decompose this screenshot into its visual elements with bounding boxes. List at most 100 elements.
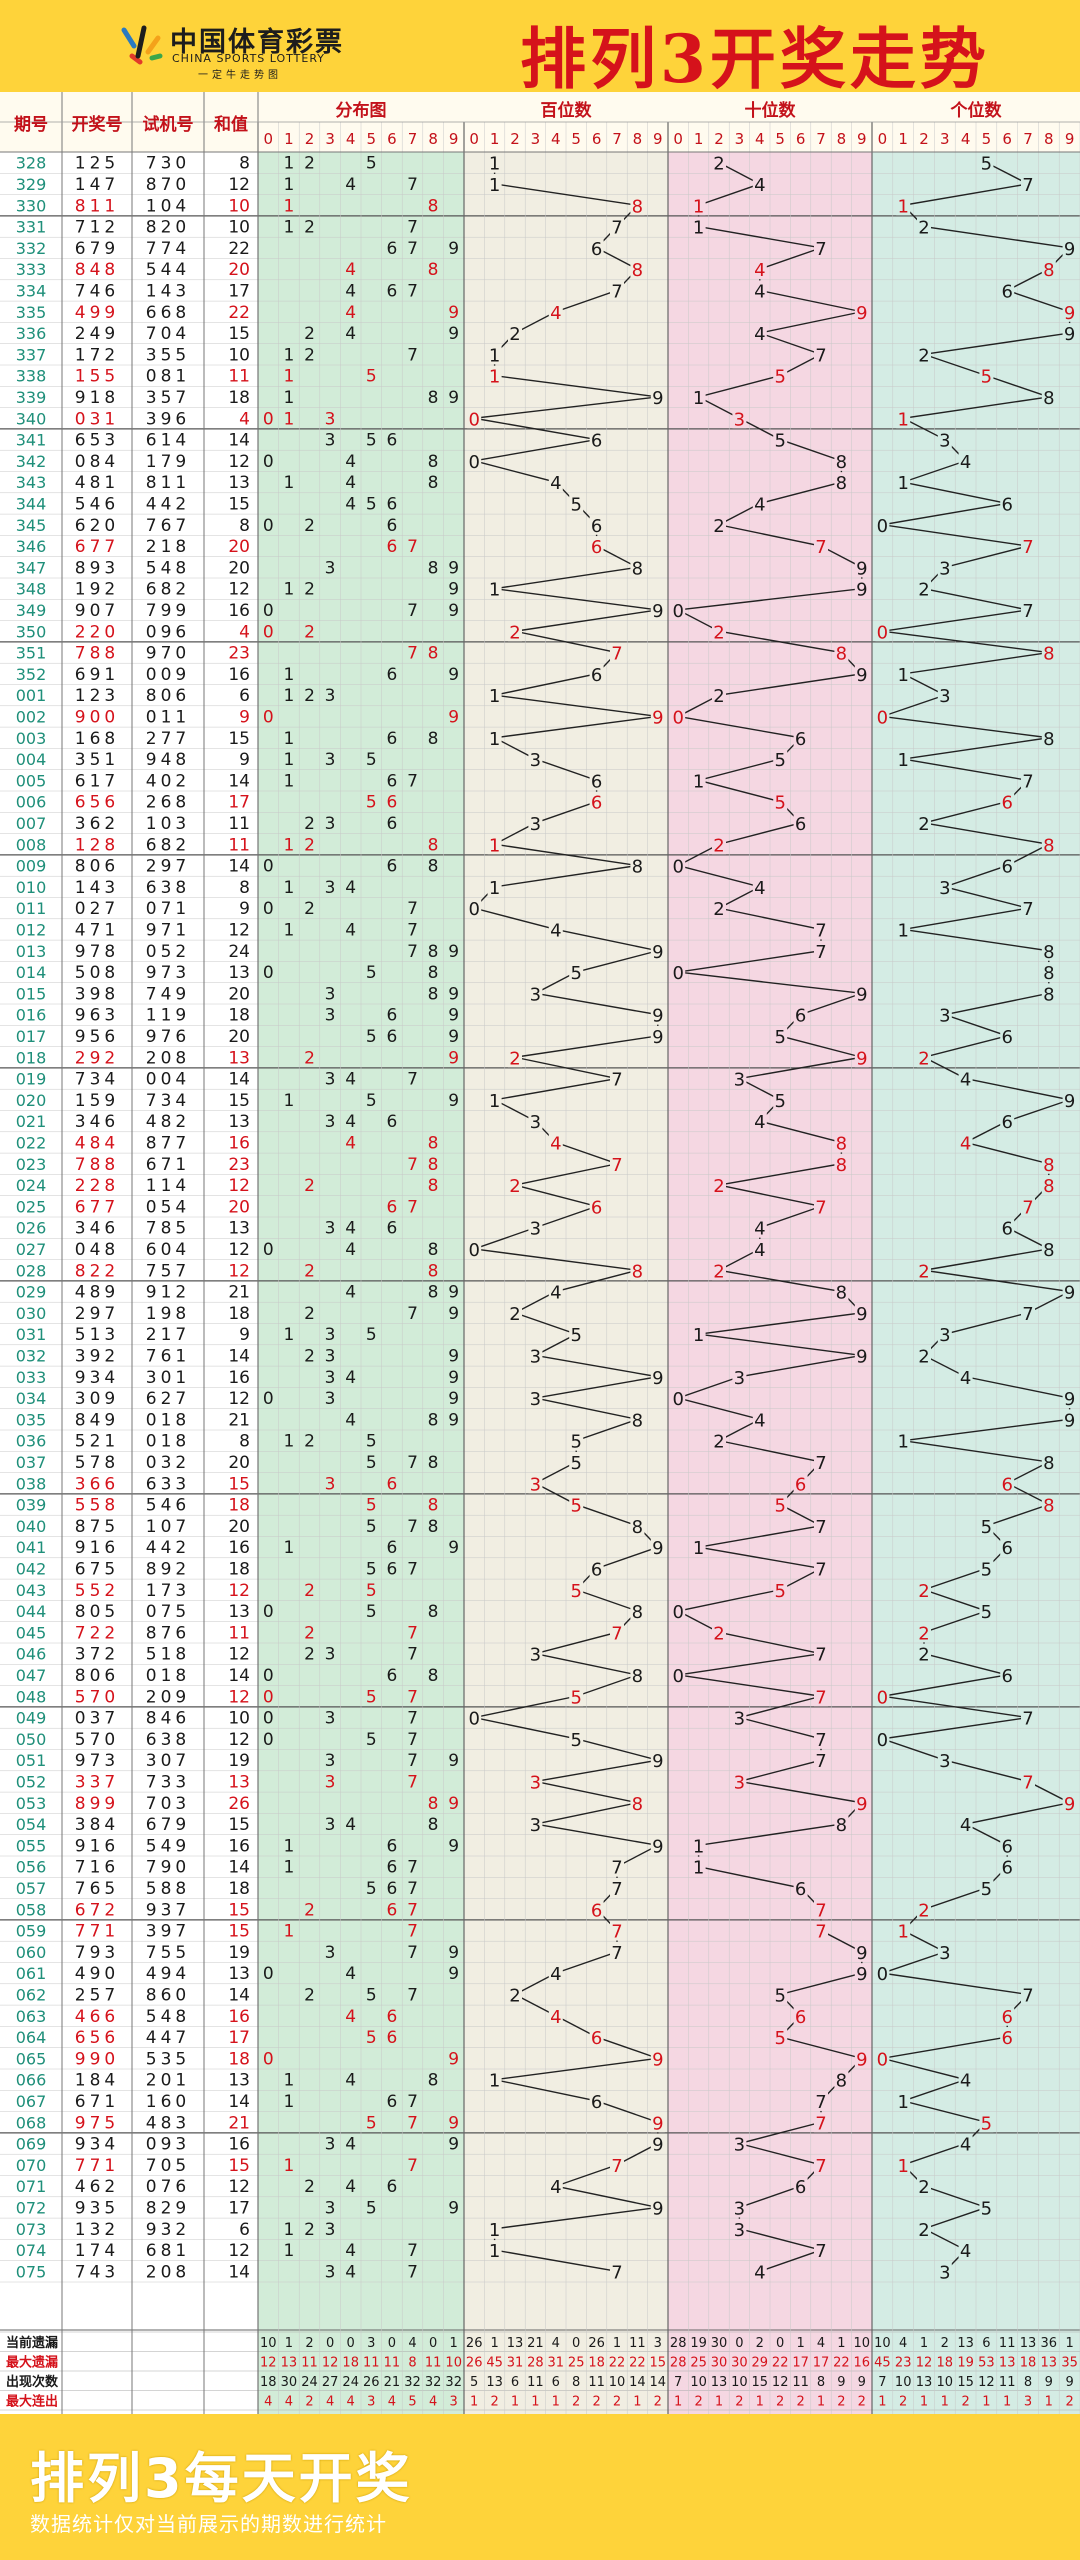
dist-stat-value: 0 — [429, 2336, 437, 2351]
distribution-mark: 5 — [366, 1496, 377, 1516]
hundreds-digit-mark: 5 — [570, 1325, 581, 1346]
hundreds-digit-mark: 1 — [489, 175, 500, 196]
units-digit-mark: 1 — [897, 409, 908, 430]
distribution-mark: 8 — [428, 1155, 439, 1175]
issue-cell: 339 — [16, 388, 47, 407]
tens-digit-mark: 6 — [795, 1879, 806, 1900]
distribution-mark: 6 — [386, 239, 397, 259]
units-digit-mark: 3 — [939, 2262, 950, 2283]
distribution-mark: 7 — [407, 2113, 418, 2133]
hundreds-digit-mark: 7 — [611, 1922, 622, 1943]
sum-cell: 16 — [228, 1538, 250, 1558]
sum-cell: 20 — [228, 558, 250, 578]
tens-stat-value: 30 — [731, 2355, 748, 2370]
issue-cell: 027 — [16, 1240, 47, 1259]
sum-cell: 11 — [228, 835, 250, 855]
dist-digit-header: 1 — [284, 130, 294, 148]
dist-digit-header: 0 — [264, 130, 274, 148]
units-digit-mark: 6 — [1001, 1666, 1012, 1687]
units-stat-value: 1 — [982, 2394, 990, 2409]
sum-cell: 15 — [228, 1900, 250, 1920]
test-number-cell: 217 — [146, 1325, 190, 1345]
units-digit-mark: 2 — [918, 2177, 929, 2198]
hundreds-digit-mark: 1 — [489, 2220, 500, 2241]
distribution-mark: 4 — [345, 324, 356, 344]
distribution-mark: 7 — [407, 1304, 418, 1324]
hundreds-digit-mark: 2 — [509, 1304, 520, 1325]
sum-cell: 4 — [239, 622, 250, 642]
distribution-mark: 7 — [407, 1197, 418, 1217]
sum-cell: 11 — [228, 1623, 250, 1643]
hundreds-digit-mark: 3 — [530, 1772, 541, 1793]
hundreds-digit-mark: 3 — [530, 1474, 541, 1495]
distribution-mark: 8 — [428, 452, 439, 472]
test-number-cell: 757 — [146, 1261, 190, 1281]
issue-cell: 042 — [16, 1559, 47, 1578]
issue-cell: 030 — [16, 1304, 47, 1323]
tens-digit-mark: 7 — [815, 920, 826, 941]
draw-number-cell: 292 — [75, 1048, 119, 1068]
sum-cell: 12 — [228, 1687, 250, 1707]
draw-number-cell: 184 — [75, 2071, 119, 2091]
tens-digit-mark: 1 — [693, 1858, 704, 1879]
issue-cell: 018 — [16, 1048, 47, 1067]
distribution-mark: 8 — [428, 729, 439, 749]
draw-number-cell: 578 — [75, 1453, 119, 1473]
distribution-mark: 8 — [428, 1815, 439, 1835]
sum-cell: 11 — [228, 367, 250, 387]
units-digit-mark: 4 — [960, 1368, 971, 1389]
issue-cell: 036 — [16, 1432, 47, 1451]
tens-stat-value: 2 — [776, 2394, 784, 2409]
stat-label: 出现次数 — [6, 2374, 59, 2390]
distribution-mark: 3 — [325, 1645, 336, 1665]
distribution-mark: 3 — [325, 686, 336, 706]
draw-number-cell: 132 — [75, 2220, 119, 2240]
distribution-mark: 8 — [428, 1410, 439, 1430]
distribution-mark: 4 — [345, 2241, 356, 2261]
distribution-mark: 9 — [448, 1283, 459, 1303]
units-digit-mark: 6 — [1001, 857, 1012, 878]
distribution-mark: 9 — [448, 665, 459, 685]
sum-cell: 16 — [228, 2135, 250, 2155]
hundreds-stat-value: 2 — [613, 2394, 621, 2409]
tens-digit-mark: 4 — [754, 1240, 765, 1261]
sum-cell: 9 — [239, 899, 250, 919]
distribution-mark: 9 — [448, 1964, 459, 1984]
sum-cell: 26 — [228, 1794, 250, 1814]
distribution-mark: 8 — [428, 1133, 439, 1153]
sum-cell: 14 — [228, 771, 250, 791]
draw-number-cell: 346 — [75, 1112, 119, 1132]
units-digit-mark: 6 — [1001, 1538, 1012, 1559]
units-digit-mark: 3 — [939, 686, 950, 707]
issue-cell: 039 — [16, 1496, 47, 1515]
hundreds-digit-header: 4 — [551, 130, 561, 148]
sum-cell: 15 — [228, 324, 250, 344]
distribution-mark: 0 — [263, 1709, 274, 1729]
units-digit-header: 8 — [1044, 130, 1054, 148]
sum-cell: 12 — [228, 1645, 250, 1665]
units-digit-mark: 4 — [960, 452, 971, 473]
test-number-cell: 535 — [146, 2049, 190, 2069]
hundreds-digit-mark: 8 — [632, 1517, 643, 1538]
test-number-cell: 681 — [146, 2241, 190, 2261]
units-stat-value: 13 — [1020, 2336, 1037, 2351]
dist-stat-value: 1 — [285, 2336, 293, 2351]
units-digit-mark: 7 — [1022, 1709, 1033, 1730]
tens-digit-mark: 7 — [815, 942, 826, 963]
draw-number-cell: 771 — [75, 2156, 119, 2176]
tens-digit-mark: 6 — [795, 814, 806, 835]
test-number-cell: 011 — [146, 707, 190, 727]
tens-digit-mark: 7 — [815, 1900, 826, 1921]
hundreds-digit-mark: 9 — [652, 1368, 663, 1389]
hundreds-stat-value: 1 — [470, 2394, 478, 2409]
distribution-mark: 3 — [325, 814, 336, 834]
sum-cell: 14 — [228, 857, 250, 877]
distribution-mark: 8 — [428, 1283, 439, 1303]
draw-number-cell: 620 — [75, 516, 119, 536]
issue-cell: 341 — [16, 431, 47, 450]
draw-number-cell: 617 — [75, 771, 119, 791]
hundreds-digit-mark: 8 — [632, 260, 643, 281]
test-number-cell: 937 — [146, 1900, 190, 1920]
units-digit-mark: 3 — [939, 558, 950, 579]
units-digit-mark: 6 — [1001, 1112, 1012, 1133]
